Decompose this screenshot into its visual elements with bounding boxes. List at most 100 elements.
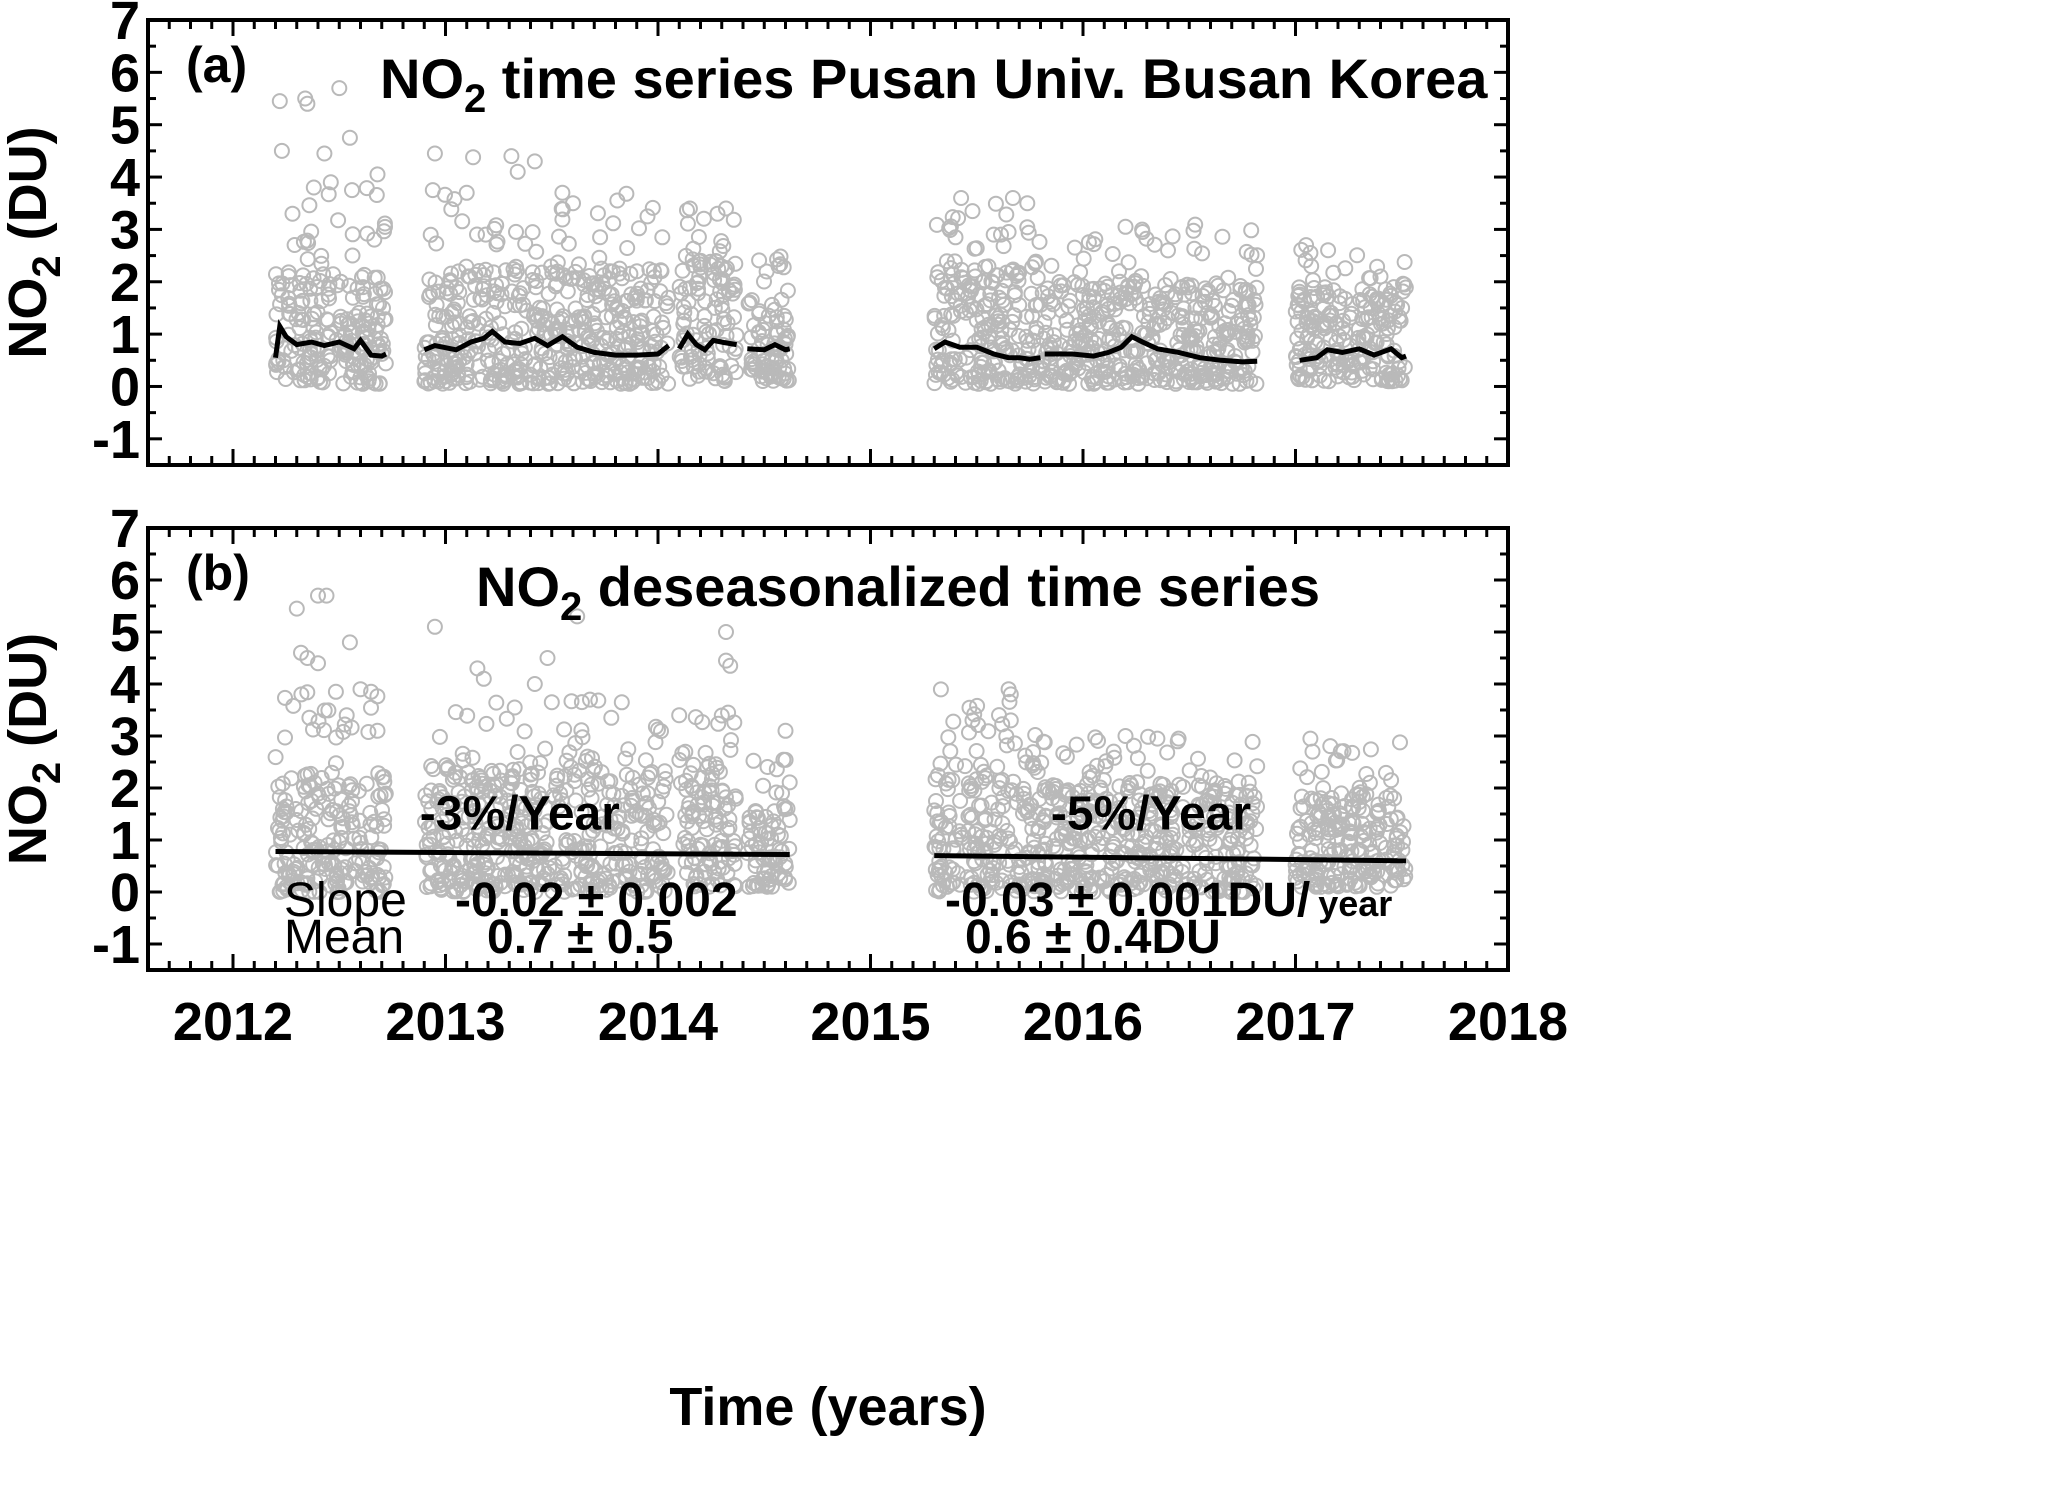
data-point xyxy=(1091,280,1108,297)
data-point xyxy=(290,305,307,321)
data-point xyxy=(1121,775,1138,791)
data-point xyxy=(1045,838,1062,855)
data-point xyxy=(766,301,783,318)
data-point xyxy=(1350,841,1366,858)
data-point xyxy=(950,210,967,227)
data-point xyxy=(361,365,377,382)
running-mean-line xyxy=(273,318,388,359)
data-point xyxy=(565,270,581,287)
data-point xyxy=(285,865,302,882)
data-point xyxy=(583,776,600,793)
data-point xyxy=(690,285,707,302)
data-point xyxy=(331,80,348,97)
y-tick-label: 3 xyxy=(110,707,140,767)
data-point xyxy=(710,260,727,277)
data-point xyxy=(369,866,386,883)
data-point xyxy=(655,860,672,877)
data-point xyxy=(496,298,513,315)
data-point xyxy=(1051,371,1067,387)
data-point xyxy=(1051,805,1068,822)
data-point xyxy=(337,840,354,857)
data-point xyxy=(673,349,690,366)
x-tick-label: 2018 xyxy=(1448,992,1568,1052)
data-point xyxy=(354,873,371,890)
data-point xyxy=(656,763,673,780)
data-point xyxy=(454,745,471,762)
data-point xyxy=(691,363,708,380)
data-point xyxy=(1060,782,1077,799)
data-point xyxy=(1183,365,1200,382)
data-point xyxy=(513,345,530,362)
data-point xyxy=(1229,864,1246,880)
data-point xyxy=(1001,693,1018,710)
data-point xyxy=(1314,317,1331,334)
data-point xyxy=(369,269,386,286)
data-point xyxy=(658,806,675,823)
data-point xyxy=(654,229,671,246)
data-point xyxy=(1386,862,1403,879)
data-point xyxy=(963,283,979,299)
data-point xyxy=(1238,865,1255,882)
data-point xyxy=(1035,733,1052,750)
data-point xyxy=(926,802,943,819)
data-point xyxy=(930,862,947,879)
data-point xyxy=(1360,868,1377,885)
data-point xyxy=(549,767,566,784)
data-point xyxy=(281,295,298,312)
data-point xyxy=(372,883,388,900)
data-point xyxy=(1151,829,1168,846)
data-point xyxy=(929,325,946,342)
data-point xyxy=(302,765,319,782)
data-point xyxy=(328,729,345,746)
data-point xyxy=(299,251,316,268)
data-point xyxy=(707,756,724,773)
data-point xyxy=(999,822,1016,839)
data-point xyxy=(1234,810,1250,827)
data-point xyxy=(571,762,588,779)
data-point xyxy=(367,285,384,302)
data-point xyxy=(515,882,532,898)
data-point xyxy=(511,375,528,392)
data-point xyxy=(766,803,783,820)
data-point xyxy=(330,777,347,794)
data-point xyxy=(981,328,998,345)
data-point xyxy=(725,211,742,228)
data-point xyxy=(1303,258,1320,275)
data-point xyxy=(727,255,744,272)
data-point xyxy=(511,799,528,816)
data-point xyxy=(987,195,1004,212)
data-point xyxy=(614,324,631,341)
data-point xyxy=(1329,831,1346,848)
data-point xyxy=(1314,796,1331,813)
data-point xyxy=(633,835,650,852)
data-point xyxy=(1076,301,1092,318)
data-point xyxy=(995,789,1012,806)
data-point xyxy=(509,163,526,180)
data-point xyxy=(509,744,526,760)
data-point xyxy=(476,278,492,295)
data-point xyxy=(460,268,477,285)
data-point xyxy=(271,93,288,110)
data-point xyxy=(1013,864,1030,881)
data-point xyxy=(589,205,606,222)
data-point xyxy=(527,816,543,833)
data-point xyxy=(932,681,949,698)
data-point xyxy=(1239,814,1256,831)
data-point xyxy=(284,205,301,222)
data-point xyxy=(777,751,794,768)
data-point xyxy=(771,359,788,376)
data-point xyxy=(602,811,619,828)
data-point xyxy=(528,243,545,260)
data-point xyxy=(523,881,539,898)
panel-a-tag: (a) xyxy=(186,37,247,93)
data-point xyxy=(1033,754,1050,771)
data-point xyxy=(1039,781,1056,798)
data-point xyxy=(313,361,330,378)
data-point xyxy=(1238,243,1255,260)
data-point xyxy=(547,789,563,806)
data-point xyxy=(774,785,790,802)
data-point xyxy=(1185,222,1202,239)
data-point xyxy=(1117,365,1134,382)
